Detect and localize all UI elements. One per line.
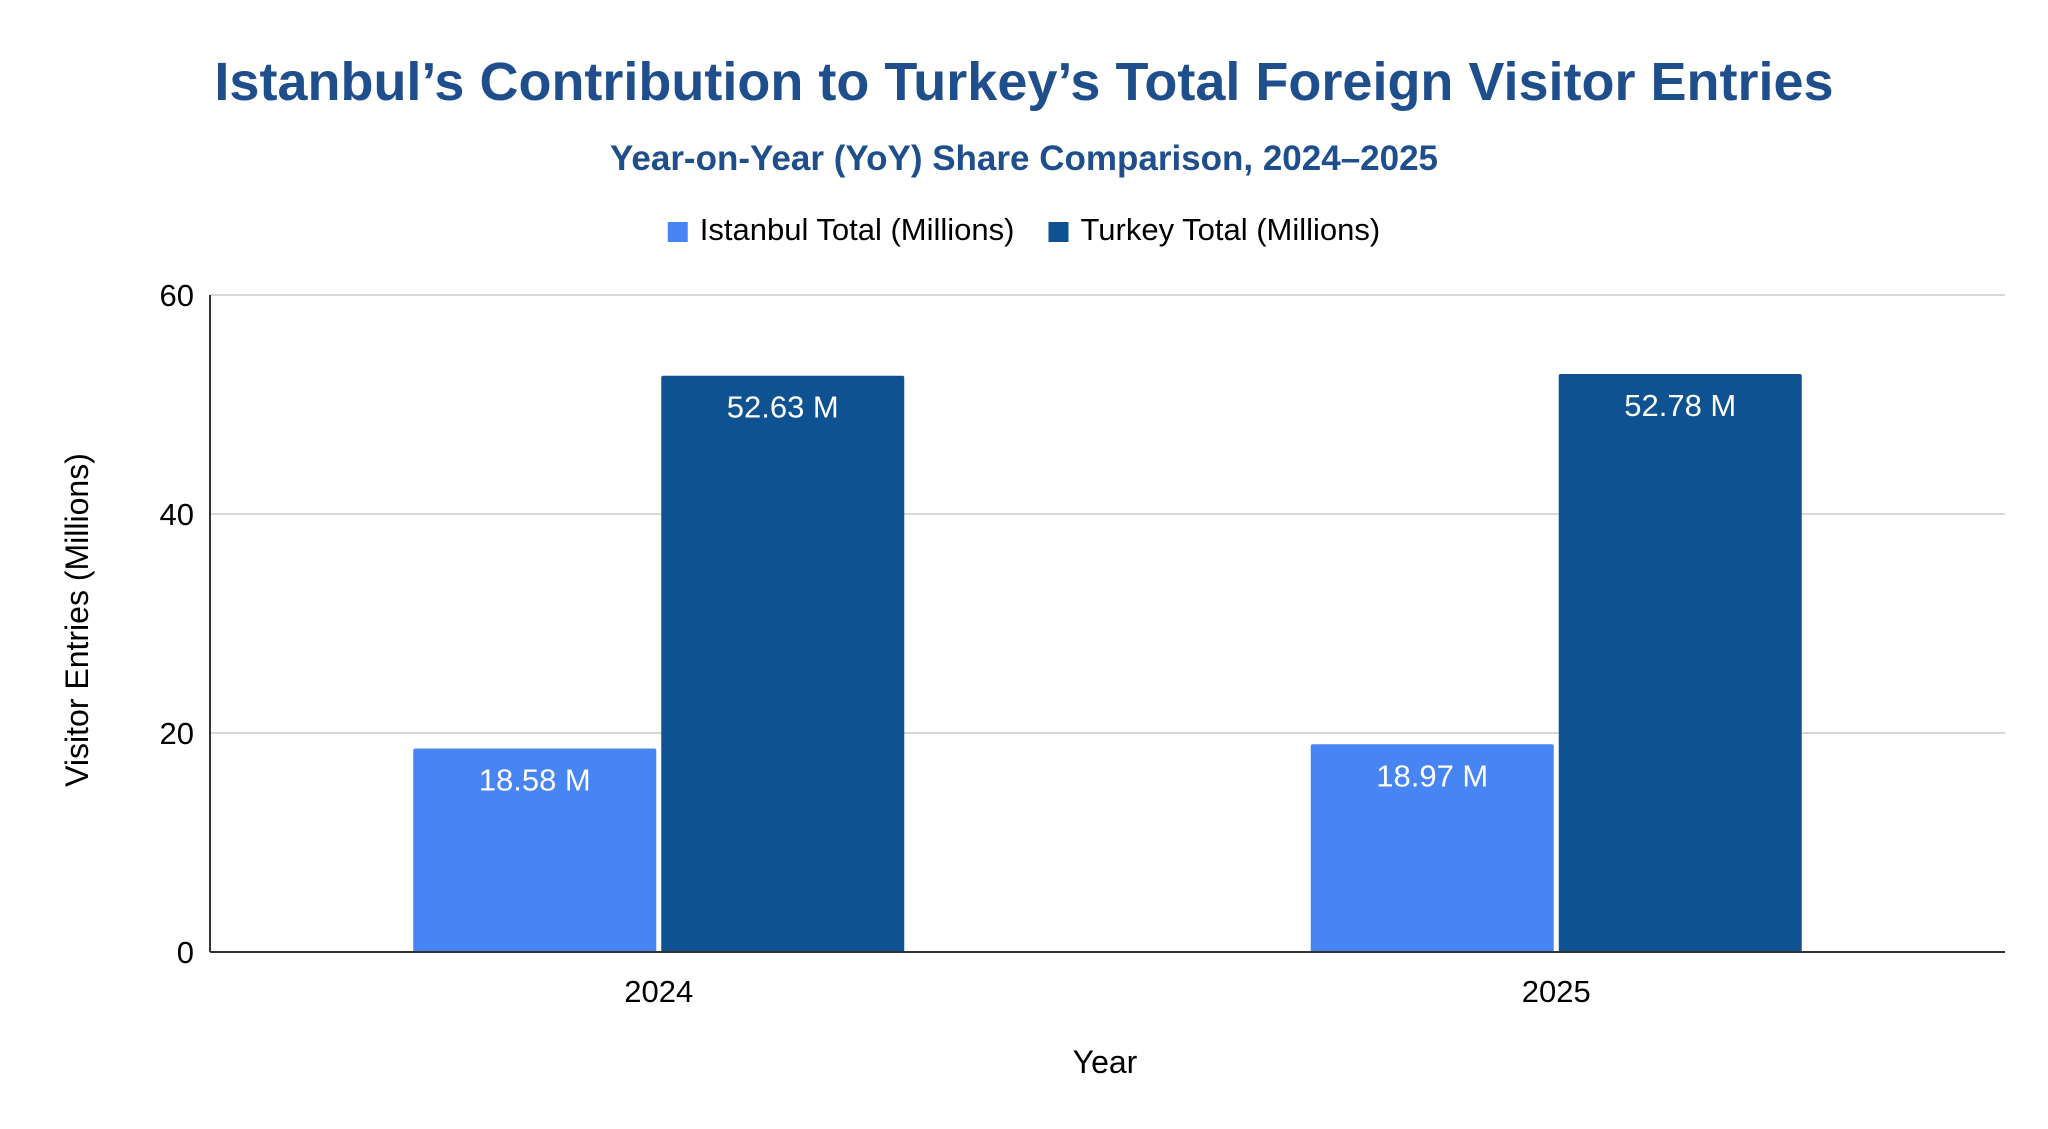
legend: Istanbul Total (Millions) Turkey Total (M… [667,212,1380,247]
data-label: 52.78 M [1624,388,1736,423]
y-tick-label: 20 [160,716,194,751]
y-tick-label: 40 [160,497,194,532]
chart-title: Istanbul’s Contribution to Turkey’s Tota… [214,52,1833,112]
bar-turkey-2025 [1558,374,1802,953]
bar-istanbul-2025 [1310,744,1554,952]
legend-item: Istanbul Total (Millions) [667,212,1015,247]
legend-swatch [1048,222,1069,242]
chart-subtitle: Year-on-Year (YoY) Share Comparison, 202… [610,139,1438,178]
data-label: 18.58 M [479,763,591,798]
bars: 18.58 M 52.63 M 2024 18.97 M 52.78 M 2025 [413,374,1802,1009]
x-tick-label: 2024 [624,974,693,1009]
y-axis-label: Visitor Entries (Millions) [59,453,95,787]
bar-turkey-2024 [661,375,905,952]
y-tick-label: 0 [177,935,194,970]
x-tick-label: 2025 [1522,974,1591,1009]
legend-label: Istanbul Total (Millions) [700,212,1015,247]
legend-swatch [667,222,688,242]
axes [209,295,2005,953]
legend-item: Turkey Total (Millions) [1048,212,1380,247]
bar-istanbul-2024 [413,748,657,952]
y-tick-label: 60 [160,278,194,313]
data-label: 18.97 M [1376,758,1488,793]
legend-label: Turkey Total (Millions) [1080,212,1380,247]
data-label: 52.63 M [727,390,839,425]
x-axis-label: Year [1073,1044,1138,1080]
